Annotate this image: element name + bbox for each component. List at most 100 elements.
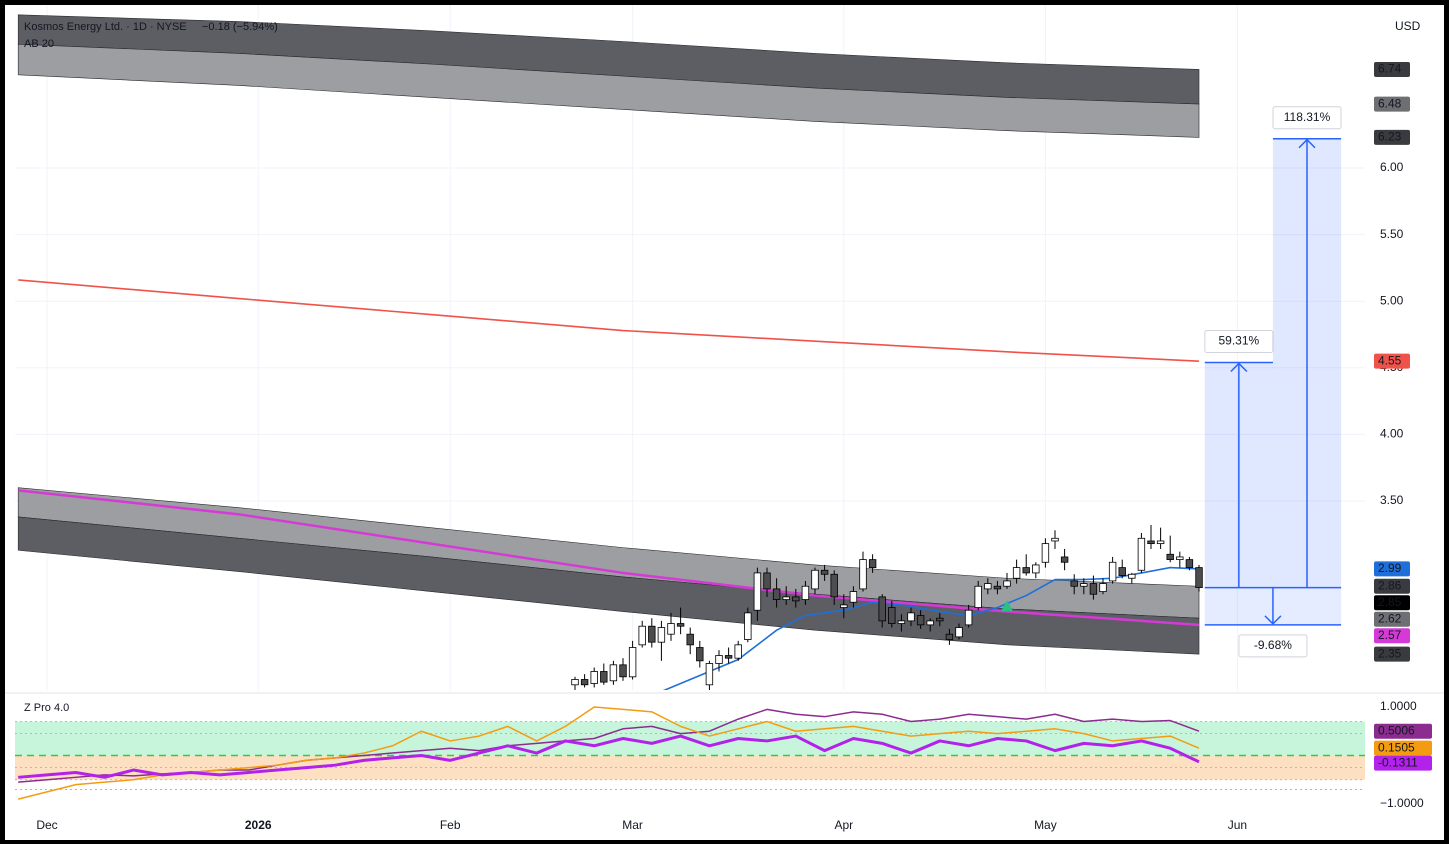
candle-body (1080, 583, 1088, 587)
price-label: -0.1311 (1378, 755, 1418, 769)
overlay: 3.504.004.505.005.506.00Dec2026FebMarApr… (36, 61, 1432, 832)
candle-body (772, 588, 781, 600)
price-label: 4.55 (1378, 353, 1402, 367)
candle-body (878, 596, 886, 622)
x-tick-label: May (1034, 818, 1057, 832)
candle-body (888, 607, 896, 624)
candle-body (734, 644, 742, 659)
candle-body (1156, 540, 1165, 545)
oscillator-line (18, 734, 1200, 779)
candle-body (792, 596, 800, 602)
x-tick-label: 2026 (245, 818, 272, 832)
candle-body (580, 679, 589, 686)
candle-body (676, 623, 685, 627)
candle-body (609, 664, 618, 682)
price-label: 2.57 (1378, 628, 1402, 642)
candle-body (744, 612, 752, 640)
candle-body (974, 585, 982, 608)
change: −0.18 (−5.94%) (202, 21, 278, 33)
candle-body (715, 655, 723, 664)
price-pane (15, 5, 1365, 690)
candle-body (936, 617, 944, 622)
candle-body (657, 627, 666, 643)
oscillator-pane (15, 706, 1365, 800)
y-tick-label: 4.00 (1380, 427, 1404, 441)
x-tick-label: Apr (834, 818, 853, 832)
price-label-bg (1374, 740, 1432, 756)
candle-body (571, 679, 579, 686)
price-label: 6.74 (1378, 62, 1402, 76)
price-label: 2.86 (1378, 578, 1402, 592)
candle-body (955, 627, 963, 638)
price-label: 0.5006 (1378, 723, 1415, 737)
price-label: 2.62 (1378, 611, 1402, 625)
arrow-head (1298, 138, 1316, 149)
label-box (1204, 329, 1274, 353)
arrow-head (1230, 362, 1248, 373)
candle-body (638, 625, 646, 646)
indicator: AB 20 (24, 38, 54, 50)
candle-body (1176, 556, 1184, 561)
y-tick-label: 6.00 (1380, 160, 1404, 174)
label-box (1238, 634, 1308, 658)
y-tick-label: 5.50 (1380, 227, 1404, 241)
overlay-line (662, 566, 1200, 690)
price-label-bg (1374, 723, 1432, 739)
overlay-line (18, 489, 1200, 627)
candle-body (1137, 537, 1146, 571)
y-tick-label: 5.00 (1380, 293, 1404, 307)
candle-body (840, 604, 848, 608)
price-label-bg (1374, 755, 1432, 771)
price-label-bg (1374, 561, 1410, 577)
signal-marker (1001, 600, 1014, 612)
candle-body (916, 615, 925, 626)
x-tick-label: Dec (36, 818, 57, 832)
target-label: 59.31% (1219, 334, 1260, 348)
price-label: 2.85 (1378, 595, 1402, 609)
candle-body (1166, 553, 1174, 561)
candle-body (849, 591, 858, 603)
candle-body (724, 655, 733, 659)
y-tick-label: −1.0000 (1380, 796, 1424, 810)
y-tick-label: 1.0000 (1380, 699, 1417, 713)
candle-body (1099, 583, 1107, 592)
price-label: 2.35 (1378, 646, 1402, 660)
candle-body (686, 633, 694, 646)
candle-body (984, 583, 992, 590)
candle-body (1060, 556, 1069, 563)
background (5, 5, 1444, 840)
candle-body (763, 572, 771, 590)
candle-body (590, 671, 598, 684)
candle-body (696, 647, 704, 662)
candle-body (945, 633, 954, 640)
candle-body (801, 585, 810, 600)
overlay-line (18, 279, 1200, 362)
candle-body (753, 572, 762, 611)
price-label-bg (1374, 628, 1410, 644)
price-label: 6.48 (1378, 96, 1402, 110)
candle-body (1041, 543, 1050, 563)
candle-body (811, 569, 819, 590)
price-label: 2.99 (1378, 561, 1402, 575)
candle-body (868, 559, 877, 568)
symbol: Kosmos Energy Ltd. · 1D · NYSE (24, 21, 187, 33)
candle-body (667, 623, 675, 635)
candle-body (1032, 564, 1040, 574)
oscillator-line (18, 706, 1200, 800)
price-label-bg (1374, 595, 1410, 611)
price-label-bg (1374, 353, 1410, 369)
target-label: 118.31% (1284, 110, 1331, 124)
candle-body (820, 569, 829, 575)
candle-body (926, 620, 934, 626)
candle-body (705, 663, 714, 686)
price-label-bg (1374, 61, 1410, 77)
price-label: 6.23 (1378, 130, 1402, 144)
candle-body (897, 620, 906, 624)
x-tick-label: Jun (1228, 818, 1247, 832)
price-label-bg (1374, 578, 1410, 594)
candle-body (1118, 567, 1126, 576)
label-box (1272, 106, 1342, 130)
candle-body (1003, 580, 1011, 587)
oscillator-title: Z Pro 4.0 (24, 702, 69, 714)
